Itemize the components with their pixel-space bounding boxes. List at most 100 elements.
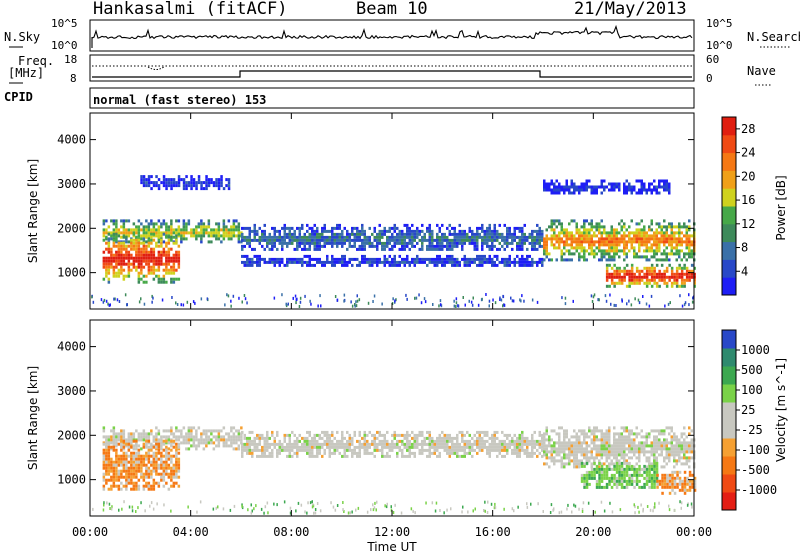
heatmap-cell [152,225,156,229]
heatmap-cell [543,243,546,247]
heatmap-cell [536,229,539,233]
heatmap-cell [341,263,344,267]
heatmap-cell [618,243,621,247]
heatmap-cell [172,454,176,458]
heatmap-cell [268,238,271,242]
heatmap-cell [313,241,316,245]
heatmap-cell [543,450,546,454]
heatmap-cell [240,435,243,439]
heatmap-cell [451,439,454,443]
heatmap-cell [127,259,131,263]
heatmap-cell [588,234,591,238]
cpid-panel-frame [89,87,695,109]
heatmap-cell [170,280,173,284]
ground-scatter-cell [502,304,504,308]
heatmap-cell [683,479,687,483]
heatmap-cell [688,465,691,469]
heatmap-cell [573,188,576,192]
heatmap-cell [648,258,651,262]
heatmap-cell [448,260,451,264]
heatmap-cell [483,257,486,261]
heatmap-cell [678,234,681,238]
heatmap-cell [232,222,236,226]
heatmap-cell [336,439,339,443]
heatmap-cell [555,188,558,192]
heatmap-cell [638,222,641,226]
heatmap-cell [468,442,471,446]
ground-scatter-cell [439,299,442,303]
heatmap-cell [363,254,366,258]
heatmap-cell [453,226,456,230]
ground-scatter-cell [350,300,352,304]
heatmap-cell [147,225,151,229]
heatmap-cell [162,277,166,281]
heatmap-cell [638,269,641,273]
heatmap-cell [640,444,643,448]
heatmap-cell [568,249,571,253]
heatmap-cell [175,426,178,430]
heatmap-cell [145,225,148,229]
heatmap-cell [518,238,521,242]
heatmap-cell [150,228,153,232]
heatmap-cell [232,438,236,442]
ground-scatter-cell [637,298,640,302]
heatmap-cell [518,445,521,449]
heatmap-cell [361,254,364,258]
heatmap-cell [483,229,486,233]
heatmap-cell [620,432,623,436]
heatmap-cell [476,263,479,267]
heatmap-cell [170,475,173,479]
heatmap-cell [147,244,151,248]
heatmap-cell [683,453,686,457]
heatmap-cell [558,191,561,195]
heatmap-cell [575,447,578,451]
heatmap-cell [570,234,573,238]
heatmap-cell [483,260,486,264]
heatmap-cell [496,238,499,242]
heatmap-cell [675,249,678,253]
heatmap-cell [610,240,613,244]
heatmap-cell [115,435,118,439]
freq-tick-bottom: 8 [70,72,77,85]
heatmap-cell [120,432,123,436]
heatmap-cell [152,184,156,188]
heatmap-cell [110,435,113,439]
heatmap-cell [157,240,161,244]
heatmap-cell [476,451,479,455]
heatmap-cell [643,450,646,454]
heatmap-cell [373,454,376,458]
heatmap-cell [503,442,506,446]
heatmap-cell [620,435,623,439]
heatmap-cell [122,253,126,257]
heatmap-cell [680,447,683,451]
heatmap-cell [225,432,228,436]
heatmap-cell [628,441,631,445]
heatmap-cell [343,448,346,452]
heatmap-cell [613,462,616,466]
heatmap-cell [575,246,578,250]
heatmap-cell [220,228,223,232]
heatmap-cell [408,433,411,437]
heatmap-cell [623,473,626,477]
heatmap-cell [172,484,176,488]
heatmap-cell [533,439,536,443]
heatmap-cell [155,435,158,439]
heatmap-cell [623,185,626,189]
heatmap-cell [323,439,326,443]
heatmap-cell [333,442,336,446]
heatmap-cell [155,481,158,485]
heatmap-cell [496,247,499,251]
heatmap-cell [376,244,379,248]
heatmap-cell [202,234,206,238]
heatmap-cell [130,262,133,266]
heatmap-cell [655,249,658,253]
heatmap-cell [565,432,568,436]
heatmap-cell [403,232,406,236]
heatmap-cell [476,226,479,230]
heatmap-cell [488,223,491,227]
heatmap-cell [167,475,171,479]
heatmap-cell [615,231,618,235]
heatmap-cell [107,241,111,245]
heatmap-cell [441,430,444,434]
heatmap-cell [488,238,491,242]
